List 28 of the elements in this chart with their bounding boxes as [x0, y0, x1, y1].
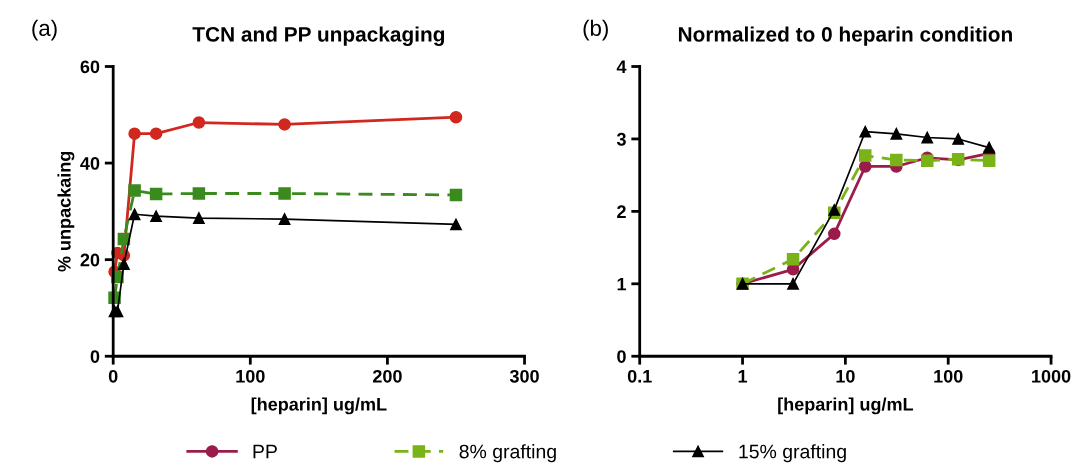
- y-tick-label: 2: [617, 205, 626, 218]
- x-tick-label: 1000: [1032, 369, 1071, 383]
- x-tick-label: 300: [509, 369, 539, 383]
- y-tick-label: 20: [80, 253, 100, 267]
- x-tick-label: 0: [108, 369, 118, 383]
- y-axis-title: % unpackaing: [57, 151, 75, 272]
- x-tick-label: 200: [372, 369, 402, 383]
- chart-title: TCN and PP unpackaging: [192, 26, 445, 46]
- y-tick-label: 4: [616, 60, 627, 74]
- y-tick-label: 60: [80, 60, 100, 74]
- x-tick-label: 100: [934, 369, 963, 383]
- x-axis-title: [heparin] ug/mL: [778, 397, 914, 415]
- y-tick-label: 3: [616, 132, 626, 146]
- x-axis-title: [heparin] ug/mL: [251, 397, 387, 415]
- x-tick-label: 10: [836, 369, 855, 383]
- chart-title: Normalized to 0 heparin condition: [678, 26, 1012, 46]
- text: (b): [583, 19, 608, 41]
- x-tick-label: 0.1: [627, 369, 652, 383]
- text: (a): [32, 19, 57, 41]
- y-tick-label: 1: [617, 277, 627, 291]
- legend-label: 8% grafting: [459, 444, 556, 463]
- x-tick-label: 100: [236, 369, 265, 383]
- y-tick-label: 0: [617, 350, 626, 363]
- legend-label: 15% grafting: [739, 444, 846, 463]
- y-tick-label: 40: [80, 157, 100, 170]
- x-tick-label: 1: [738, 370, 748, 383]
- legend-label: PP: [253, 444, 277, 459]
- y-tick-label: 0: [90, 350, 100, 363]
